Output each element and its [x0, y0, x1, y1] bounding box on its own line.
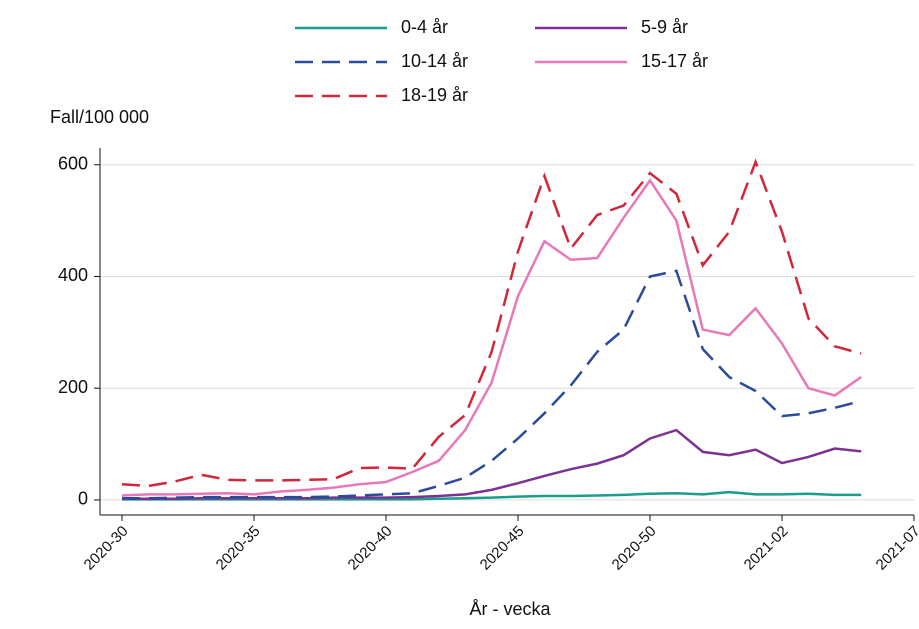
y-tick-label: 600	[58, 154, 88, 174]
y-tick-label: 0	[78, 489, 88, 509]
legend-label: 5-9 år	[641, 17, 688, 37]
legend-label: 0-4 år	[401, 17, 448, 37]
legend-label: 15-17 år	[641, 51, 708, 71]
y-tick-label: 400	[58, 265, 88, 285]
x-tick-label: 2021-07	[873, 523, 919, 574]
series-line	[122, 428, 862, 501]
y-axis-label: Fall/100 000	[50, 107, 149, 127]
x-tick-label: 2020-35	[213, 523, 264, 574]
x-tick-label: 2020-45	[477, 523, 528, 574]
series-line	[121, 178, 862, 497]
series-line	[121, 158, 862, 488]
legend-label: 18-19 år	[401, 85, 468, 105]
x-tick-label: 2020-40	[345, 523, 396, 574]
x-tick-label: 2020-50	[609, 523, 660, 574]
y-tick-label: 200	[58, 377, 88, 397]
x-tick-label: 2020-30	[81, 523, 132, 574]
x-tick-label: 2021-02	[741, 523, 792, 574]
series-line	[122, 269, 862, 500]
x-axis-label: År - vecka	[469, 599, 551, 619]
legend-label: 10-14 år	[401, 51, 468, 71]
